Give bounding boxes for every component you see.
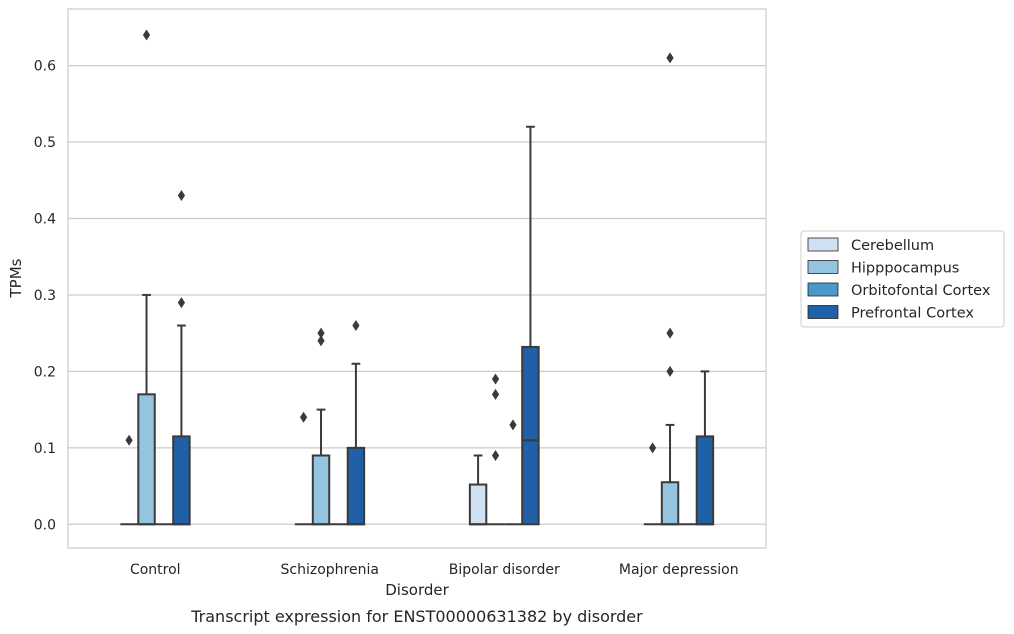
y-axis-label: TPMs bbox=[7, 258, 25, 298]
legend: Cerebellum Hipppocampus Orbitofontal Corte… bbox=[800, 230, 1005, 328]
y-tick-label: 0.5 bbox=[34, 135, 56, 151]
legend-frame bbox=[800, 230, 1005, 328]
outlier-point bbox=[317, 335, 325, 347]
box-body bbox=[521, 345, 540, 526]
box-prefrontal-cortex bbox=[346, 320, 366, 526]
x-tick-label: Bipolar disorder bbox=[449, 562, 560, 578]
legend-swatch bbox=[807, 237, 839, 252]
outlier-point bbox=[125, 434, 133, 446]
legend-label: Cerebellum bbox=[851, 238, 934, 254]
box-body bbox=[311, 454, 331, 526]
outlier-point bbox=[491, 373, 500, 385]
box-body bbox=[695, 435, 715, 526]
box-prefrontal-cortex bbox=[172, 190, 191, 526]
outlier-point bbox=[666, 327, 674, 339]
y-tick-labels: 0.0 0.1 0.2 0.3 0.4 0.5 0.6 bbox=[34, 59, 56, 534]
outlier-point bbox=[648, 442, 657, 454]
y-tick-label: 0.2 bbox=[34, 364, 56, 380]
outlier-point bbox=[317, 327, 325, 339]
legend-label: Hipppocampus bbox=[851, 261, 959, 277]
x-tick-label: Schizophrenia bbox=[281, 562, 379, 578]
legend-swatch bbox=[807, 282, 839, 297]
y-tick-label: 0.0 bbox=[34, 517, 56, 533]
outlier-point bbox=[177, 297, 186, 309]
box-body bbox=[137, 393, 156, 526]
box-prefrontal-cortex bbox=[521, 125, 540, 526]
box-hipppocampus bbox=[311, 327, 331, 526]
box-cerebellum bbox=[643, 442, 662, 526]
box-body bbox=[468, 483, 488, 526]
box-body bbox=[346, 446, 366, 526]
legend-swatch bbox=[807, 305, 839, 319]
category-group bbox=[643, 52, 715, 526]
box-orbitofontal-cortex bbox=[504, 419, 522, 526]
outlier-point bbox=[666, 52, 674, 64]
y-tick-label: 0.4 bbox=[34, 211, 56, 227]
x-axis-label: Disorder bbox=[385, 581, 449, 599]
box-hipppocampus bbox=[486, 373, 505, 526]
category-group bbox=[468, 125, 540, 526]
box-body bbox=[172, 435, 191, 526]
legend-label: Orbitofontal Cortex bbox=[851, 283, 991, 299]
y-tick-label: 0.6 bbox=[34, 59, 56, 75]
plot-frame bbox=[67, 8, 767, 549]
outlier-point bbox=[177, 190, 186, 202]
y-tick-label: 0.1 bbox=[34, 441, 56, 457]
category-group bbox=[120, 29, 191, 526]
box-hipppocampus bbox=[137, 29, 156, 526]
legend-label: Prefrontal Cortex bbox=[851, 306, 974, 322]
outlier-point bbox=[491, 388, 500, 400]
outlier-point bbox=[352, 320, 360, 332]
outlier-point bbox=[666, 365, 674, 377]
outlier-point bbox=[142, 29, 151, 41]
x-tick-label: Major depression bbox=[619, 562, 739, 578]
box-cerebellum bbox=[294, 411, 313, 526]
x-tick-labels: Control Schizophrenia Bipolar disorder Majo… bbox=[130, 562, 739, 578]
box-groups bbox=[120, 29, 715, 526]
outlier-point bbox=[299, 411, 308, 423]
box-hipppocampus bbox=[660, 52, 680, 526]
legend-swatch bbox=[807, 260, 839, 274]
chart-title: Transcript expression for ENST0000063138… bbox=[190, 607, 643, 626]
box-body bbox=[660, 481, 680, 526]
y-tick-label: 0.3 bbox=[34, 288, 56, 304]
category-group bbox=[294, 320, 366, 526]
box-prefrontal-cortex bbox=[695, 370, 715, 526]
x-tick-label: Control bbox=[130, 562, 181, 578]
box-cerebellum bbox=[120, 434, 138, 526]
outlier-point bbox=[491, 449, 500, 461]
box-cerebellum bbox=[468, 454, 488, 526]
outlier-point bbox=[509, 419, 517, 431]
